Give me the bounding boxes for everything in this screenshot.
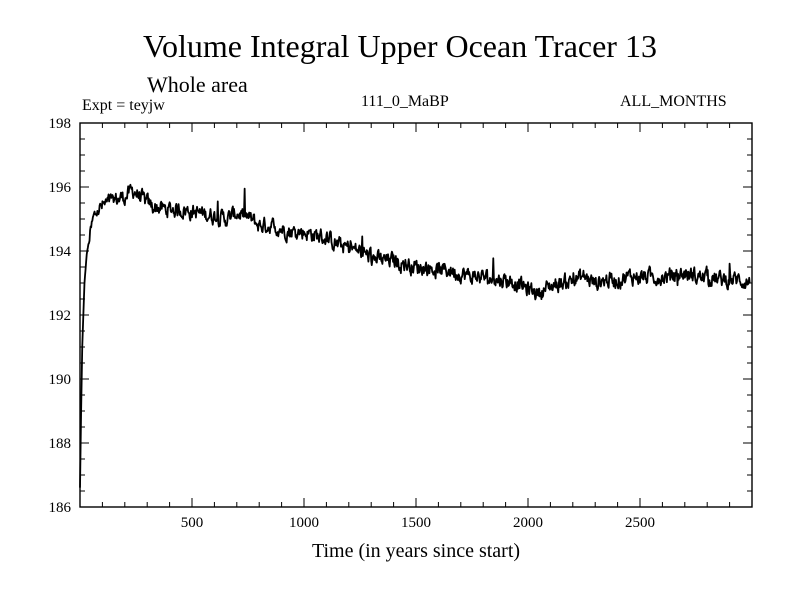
experiment-label: Expt = teyjw xyxy=(82,97,165,114)
y-tick-label: 190 xyxy=(49,372,72,388)
plot-frame xyxy=(79,122,753,508)
chart-subtitle: Whole area xyxy=(147,72,248,97)
tick-labels-layer: 500 1000 1500 2000 2500 186 188 190 192 194 196 198 xyxy=(49,116,656,531)
y-tick-label: 188 xyxy=(49,436,72,452)
x-axis-label: Time (in years since start) xyxy=(311,540,521,562)
x-tick-label: 1000 xyxy=(289,515,319,531)
chart-title: Volume Integral Upper Ocean Tracer 13 xyxy=(143,28,657,64)
ticks-layer xyxy=(80,123,752,507)
run-label: 111_0_MaBP xyxy=(361,93,449,110)
y-tick-label: 192 xyxy=(49,308,72,324)
x-tick-label: 2000 xyxy=(513,515,543,531)
x-tick-label: 1500 xyxy=(401,515,431,531)
x-tick-label: 2500 xyxy=(625,515,655,531)
months-label: ALL_MONTHS xyxy=(620,93,727,110)
y-tick-label: 196 xyxy=(49,180,72,196)
y-tick-label: 186 xyxy=(49,500,72,516)
series-line xyxy=(79,183,751,488)
y-tick-label: 198 xyxy=(49,116,72,132)
y-tick-label: 194 xyxy=(49,244,72,260)
x-tick-label: 500 xyxy=(181,515,204,531)
